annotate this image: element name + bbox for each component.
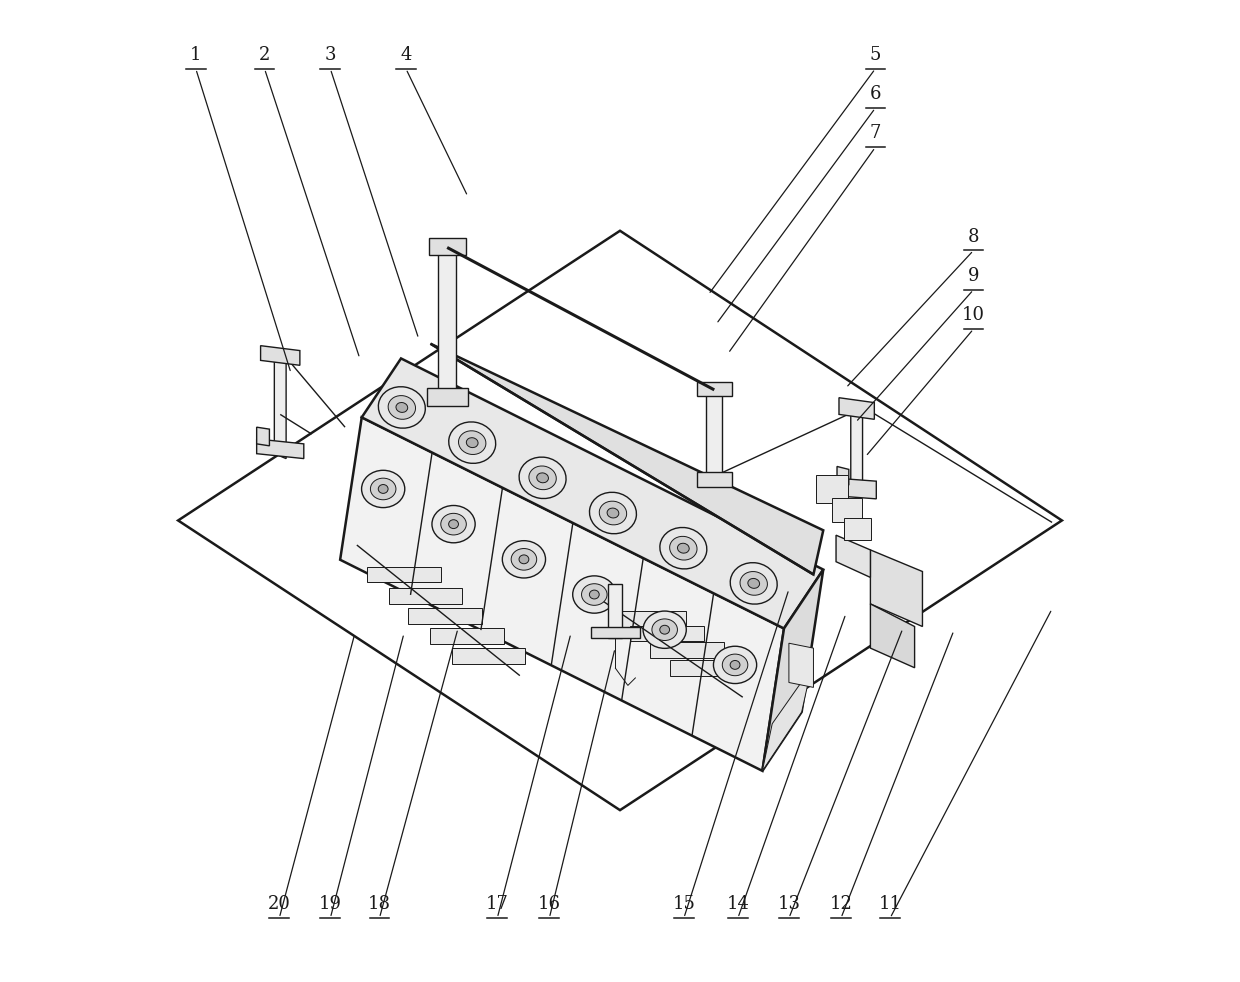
Text: 16: 16	[538, 896, 560, 913]
Polygon shape	[832, 498, 862, 522]
Ellipse shape	[589, 590, 599, 599]
Ellipse shape	[537, 473, 548, 483]
Text: 12: 12	[830, 896, 852, 913]
Ellipse shape	[652, 619, 677, 640]
Text: 19: 19	[319, 896, 342, 913]
Ellipse shape	[432, 506, 475, 543]
Polygon shape	[816, 475, 848, 503]
Ellipse shape	[511, 549, 537, 571]
Ellipse shape	[670, 536, 697, 560]
Ellipse shape	[713, 646, 756, 683]
Polygon shape	[697, 472, 732, 487]
Polygon shape	[260, 346, 300, 365]
Text: 6: 6	[869, 85, 882, 103]
Text: 18: 18	[368, 896, 391, 913]
Text: 4: 4	[401, 46, 412, 64]
Text: 10: 10	[962, 306, 985, 324]
Ellipse shape	[740, 572, 768, 595]
Polygon shape	[179, 231, 1061, 810]
Ellipse shape	[589, 492, 636, 534]
Polygon shape	[257, 427, 269, 446]
FancyBboxPatch shape	[408, 608, 482, 624]
Polygon shape	[763, 668, 811, 771]
FancyBboxPatch shape	[650, 642, 724, 658]
Polygon shape	[362, 358, 823, 628]
Ellipse shape	[449, 519, 459, 528]
Polygon shape	[837, 466, 849, 485]
Polygon shape	[789, 643, 813, 687]
FancyBboxPatch shape	[613, 611, 686, 627]
Text: 3: 3	[325, 46, 336, 64]
Text: 17: 17	[486, 896, 508, 913]
Ellipse shape	[730, 661, 740, 670]
Polygon shape	[844, 518, 872, 540]
Ellipse shape	[371, 478, 396, 500]
Polygon shape	[870, 550, 923, 627]
Ellipse shape	[608, 508, 619, 518]
Text: 14: 14	[727, 896, 749, 913]
Text: 5: 5	[869, 46, 880, 64]
Ellipse shape	[599, 501, 626, 524]
Ellipse shape	[396, 403, 408, 412]
Ellipse shape	[730, 563, 777, 604]
Ellipse shape	[502, 541, 546, 578]
Polygon shape	[274, 355, 286, 459]
Ellipse shape	[660, 626, 670, 634]
Text: 20: 20	[268, 896, 290, 913]
FancyBboxPatch shape	[388, 588, 463, 604]
FancyBboxPatch shape	[367, 567, 440, 582]
Text: 11: 11	[879, 896, 901, 913]
Text: 9: 9	[967, 267, 980, 285]
Text: 2: 2	[259, 46, 270, 64]
Ellipse shape	[520, 555, 528, 564]
Ellipse shape	[378, 484, 388, 493]
Ellipse shape	[440, 514, 466, 535]
Ellipse shape	[529, 466, 557, 490]
Polygon shape	[836, 535, 870, 577]
Polygon shape	[697, 382, 732, 396]
Polygon shape	[427, 388, 467, 406]
Text: 1: 1	[190, 46, 202, 64]
Ellipse shape	[582, 583, 608, 605]
Polygon shape	[837, 478, 877, 499]
Ellipse shape	[722, 654, 748, 676]
Polygon shape	[257, 439, 304, 459]
Polygon shape	[608, 584, 622, 638]
FancyBboxPatch shape	[630, 626, 704, 641]
FancyBboxPatch shape	[670, 660, 743, 676]
Polygon shape	[429, 238, 466, 255]
Ellipse shape	[449, 422, 496, 464]
Polygon shape	[430, 344, 823, 574]
Polygon shape	[340, 417, 784, 771]
Text: 15: 15	[672, 896, 696, 913]
Ellipse shape	[573, 575, 616, 613]
Ellipse shape	[459, 431, 486, 455]
Ellipse shape	[644, 611, 686, 648]
Polygon shape	[707, 388, 722, 481]
Polygon shape	[839, 398, 874, 419]
Text: 13: 13	[777, 896, 800, 913]
FancyBboxPatch shape	[451, 648, 526, 664]
Polygon shape	[438, 246, 456, 398]
Ellipse shape	[677, 543, 689, 553]
FancyBboxPatch shape	[430, 628, 503, 644]
Ellipse shape	[748, 578, 760, 588]
Text: 7: 7	[869, 125, 880, 142]
Polygon shape	[590, 627, 640, 638]
Ellipse shape	[388, 396, 415, 419]
Ellipse shape	[520, 457, 567, 499]
Ellipse shape	[660, 527, 707, 569]
Polygon shape	[851, 403, 863, 496]
Ellipse shape	[378, 387, 425, 428]
Polygon shape	[870, 604, 915, 668]
Ellipse shape	[362, 470, 404, 508]
Text: 8: 8	[967, 228, 980, 246]
Ellipse shape	[466, 438, 479, 448]
Polygon shape	[763, 570, 823, 771]
